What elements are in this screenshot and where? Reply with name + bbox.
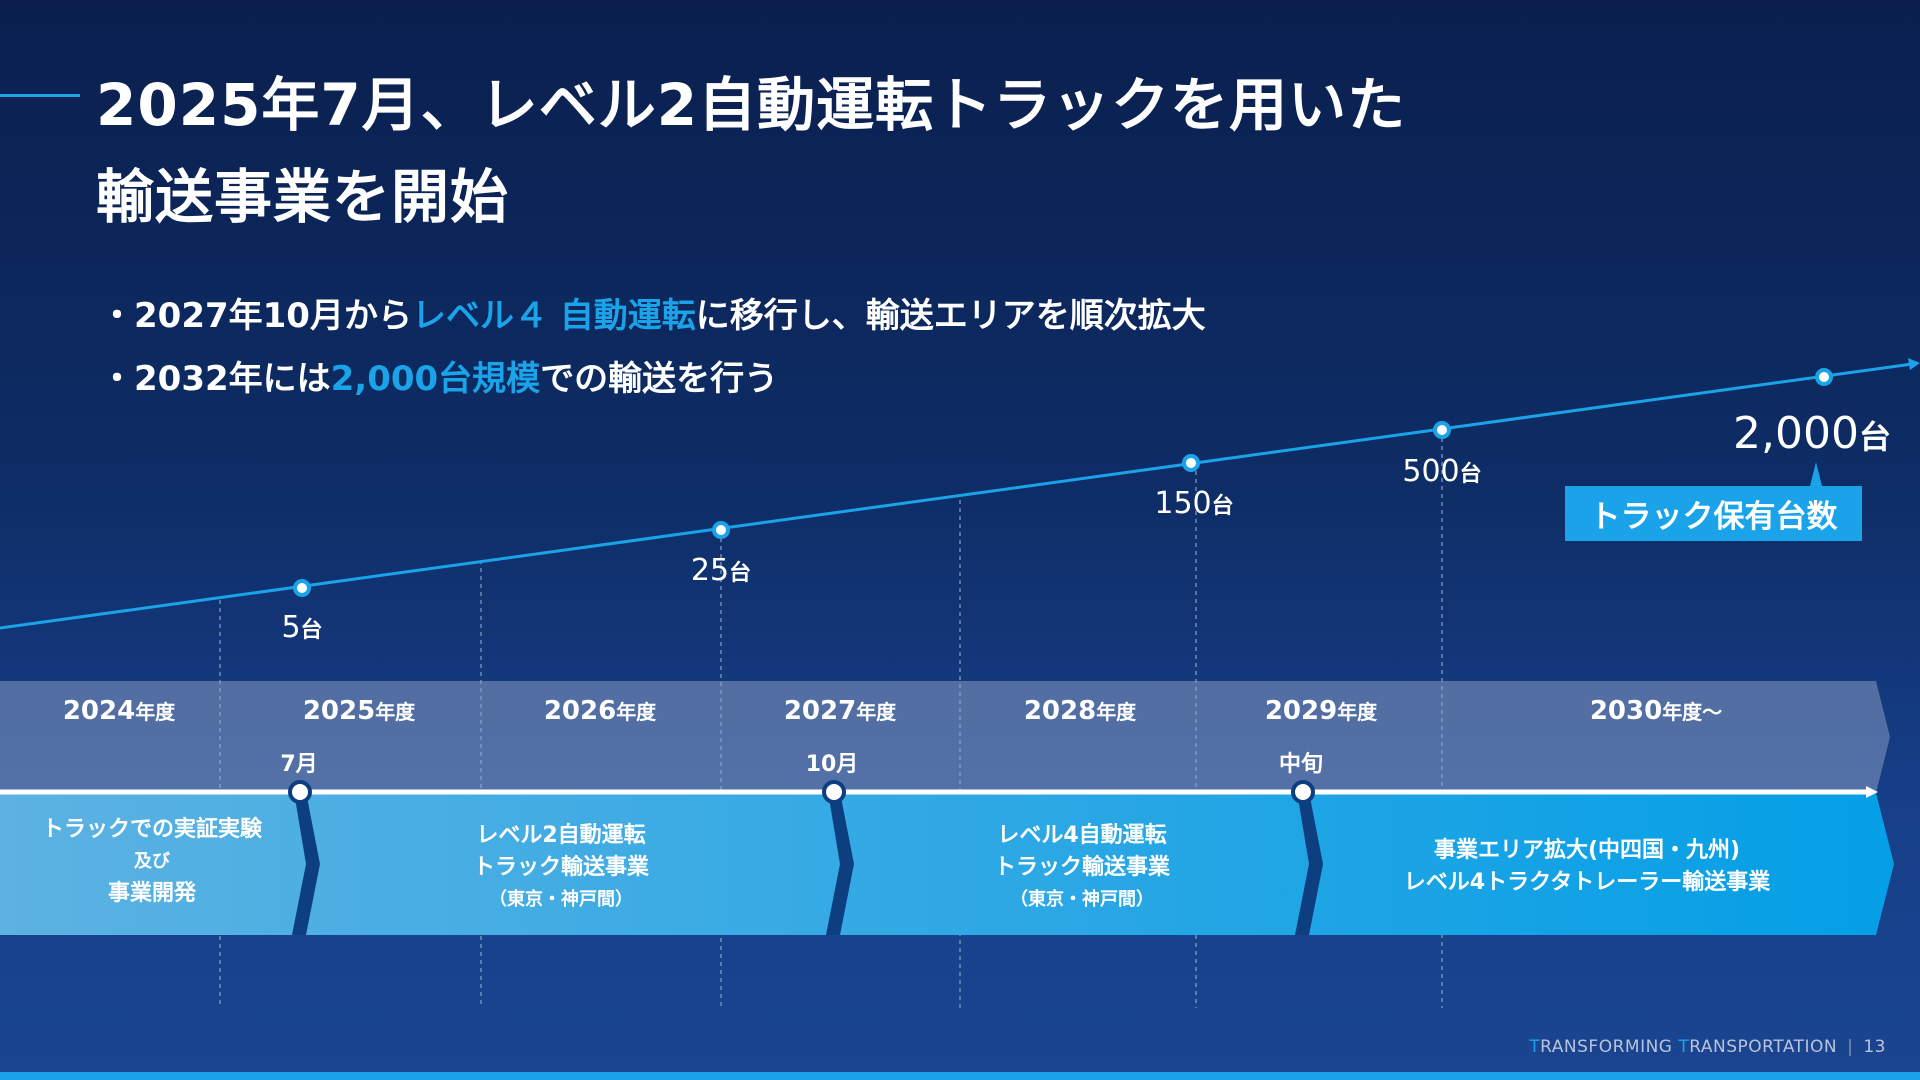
phase-4: 事業エリア拡大(中四国・九州) レベル4トラクタトレーラー輸送事業 <box>1403 838 1771 895</box>
fleet-count-2027: 25台 <box>690 553 752 588</box>
phase-2: レベル2自動運転 トラック輸送事業 （東京・神戸間） <box>472 823 650 910</box>
title-accent-line <box>0 94 80 97</box>
footer-tagline: TRANSFORMING TRANSPORTATION | 13 <box>1529 1037 1886 1057</box>
fleet-count-2032: 2,000台 <box>1733 408 1891 459</box>
year-band <box>0 681 1890 793</box>
year-2024: 2024年度 <box>62 696 176 726</box>
fleet-count-2030: 500台 <box>1402 454 1482 489</box>
page-title-line1: 2025年7月、レベル2自動運転トラックを用いた <box>96 71 1407 139</box>
year-2025: 2025年度 <box>302 696 416 726</box>
phase-band <box>0 793 1894 935</box>
page-title-line2: 輸送事業を開始 <box>96 163 510 231</box>
bullet-2: ・2032年には2,000台規模での輸送を行う <box>100 359 779 399</box>
bullet-1: ・2027年10月からレベル４ 自動運転に移行し、輸送エリアを順次拡大 <box>100 296 1206 336</box>
year-2029: 2029年度 <box>1264 696 1378 726</box>
year-2027: 2027年度 <box>783 696 897 726</box>
year-2026: 2026年度 <box>543 696 657 726</box>
milestone-label-mid: 中旬 <box>1278 752 1324 777</box>
fleet-label-badge: トラック保有台数 <box>1565 486 1862 541</box>
milestone-dots <box>288 780 1315 804</box>
fleet-growth-line <box>0 362 1913 630</box>
phase-separators <box>292 792 1323 935</box>
year-2028: 2028年度 <box>1023 696 1137 726</box>
fleet-points <box>293 368 1833 597</box>
milestone-label-jul: 7月 <box>280 752 318 777</box>
year-2030: 2030年度～ <box>1589 696 1723 726</box>
phase-3: レベル4自動運転 トラック輸送事業 （東京・神戸間） <box>993 823 1171 910</box>
fleet-count-2029: 150台 <box>1154 486 1234 521</box>
fleet-count-2025: 5台 <box>281 610 323 645</box>
milestone-label-oct: 10月 <box>805 752 859 777</box>
page-number: 13 <box>1863 1037 1886 1057</box>
phase-1: トラックでの実証実験 及び 事業開発 <box>41 817 263 906</box>
